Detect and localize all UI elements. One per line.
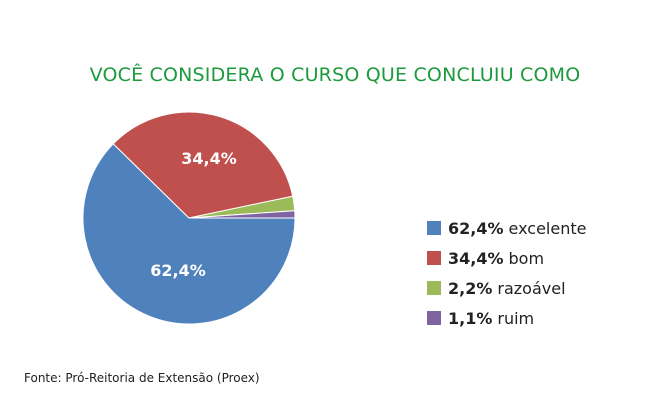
legend-label-razoavel: razoável [497, 278, 566, 298]
legend-label-ruim: ruim [497, 308, 535, 328]
legend-item-excelente: 62,4% excelente [427, 213, 657, 243]
legend-value-ruim: 1,1% [448, 308, 493, 328]
chart-title: VOCÊ CONSIDERA O CURSO QUE CONCLUIU COMO [89, 64, 581, 86]
chart-legend: 62,4% excelente 34,4% bom 2,2% razoável … [427, 213, 657, 333]
legend-value-excelente: 62,4% [448, 218, 504, 238]
legend-swatch-bom [427, 251, 441, 265]
legend-swatch-ruim [427, 311, 441, 325]
source-note: Fonte: Pró-Reitoria de Extensão (Proex) [24, 371, 260, 385]
legend-swatch-excelente [427, 221, 441, 235]
legend-label-bom: bom [508, 248, 545, 268]
legend-label-excelente: excelente [508, 218, 587, 238]
pie-slice-labels: 62,4% 34,4% [150, 149, 237, 280]
slice-label-bom: 34,4% [181, 149, 237, 168]
legend-item-ruim: 1,1% ruim [427, 303, 657, 333]
legend-item-razoavel: 2,2% razoável [427, 273, 657, 303]
slice-label-excelente: 62,4% [150, 261, 206, 280]
pie-slice-excelente [82, 143, 296, 325]
legend-item-bom: 34,4% bom [427, 243, 657, 273]
pie-slice-ruim [188, 210, 296, 219]
pie-slices [82, 111, 296, 325]
legend-value-razoavel: 2,2% [448, 278, 493, 298]
legend-swatch-razoavel [427, 281, 441, 295]
pie-slice-bom [112, 111, 294, 219]
legend-value-bom: 34,4% [448, 248, 504, 268]
